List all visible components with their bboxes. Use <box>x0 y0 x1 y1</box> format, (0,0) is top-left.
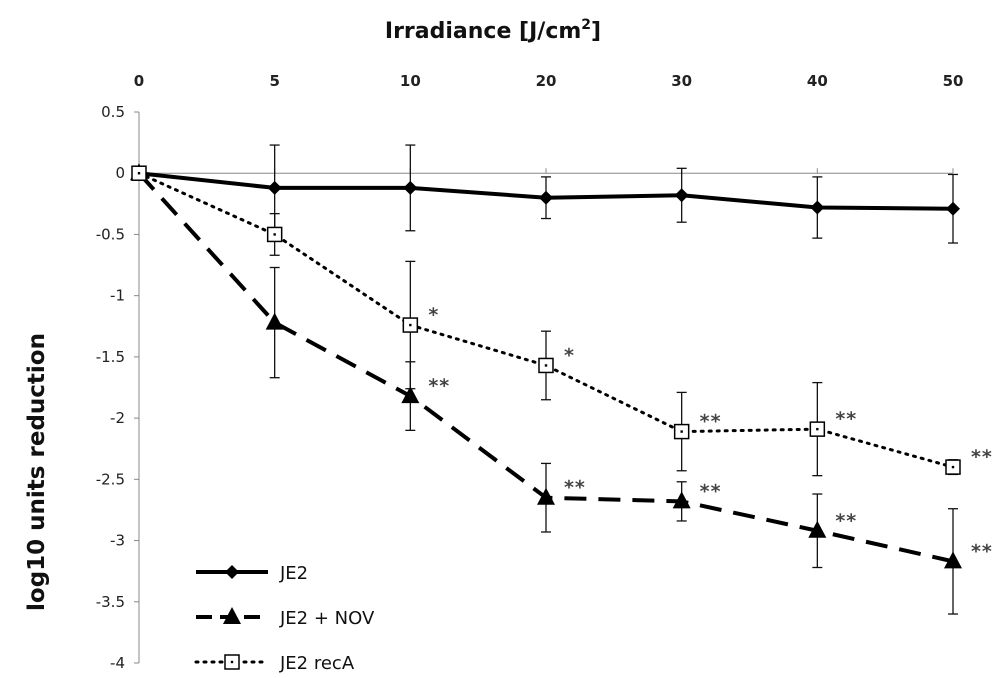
y-tick-label: -1.5 <box>96 348 125 366</box>
significance-label: ** <box>971 446 993 468</box>
y-tick-label: -2.5 <box>96 470 125 488</box>
data-point <box>267 180 282 195</box>
x-tick-label: 20 <box>536 72 557 90</box>
x-axis-title: Irradiance [J/cm2] <box>385 17 601 44</box>
series-2: **** **** <box>131 165 993 477</box>
y-tick-label: 0.5 <box>101 103 125 121</box>
y-tick-label: -3 <box>110 532 125 550</box>
legend-label: JE2 <box>279 563 308 584</box>
significance-label: * <box>564 344 575 366</box>
x-tick-label: 5 <box>269 72 279 90</box>
data-point <box>944 551 962 569</box>
legend-marker <box>225 565 239 579</box>
data-point <box>808 520 827 538</box>
data-point <box>401 386 420 404</box>
series-1: **** ****** <box>130 163 993 615</box>
significance-label: * <box>428 304 439 326</box>
data-point <box>539 190 553 205</box>
data-point-dot <box>273 233 276 236</box>
legend-marker-dot <box>230 660 234 664</box>
significance-label: ** <box>835 510 857 532</box>
data-point <box>674 188 689 203</box>
y-axis-title: log10 units reduction <box>24 333 50 611</box>
series-0 <box>132 144 960 244</box>
y-tick-label: -1 <box>110 287 125 305</box>
legend-label: JE2 recA <box>279 653 355 674</box>
data-point <box>403 180 418 195</box>
significance-label: ** <box>428 375 450 397</box>
data-point-dot <box>680 430 683 433</box>
data-point-dot <box>544 364 548 367</box>
legend: JE2 JE2 + NOV JE2 recA <box>194 563 375 674</box>
legend-label: JE2 + NOV <box>279 608 375 629</box>
y-tick-label: -0.5 <box>96 225 125 243</box>
data-point <box>810 200 825 215</box>
series-layer: **** ********** **** <box>130 144 993 615</box>
data-point-dot <box>137 172 141 175</box>
significance-label: ** <box>835 408 857 430</box>
x-tick-label: 40 <box>807 72 828 90</box>
x-tick-label: 0 <box>134 72 144 90</box>
axes: 0.5 0 -0.5 -1 -1.5 -2 -2.5 -3 -3.5 -4 0 5 10 20 30 40 50 <box>96 72 964 672</box>
data-point-dot <box>816 427 819 431</box>
significance-label: ** <box>564 477 586 499</box>
data-point-dot <box>409 323 412 327</box>
y-tick-label: -3.5 <box>96 593 125 611</box>
data-point <box>946 201 960 216</box>
data-point <box>537 487 555 505</box>
significance-label: ** <box>971 540 993 562</box>
y-tick-label: -4 <box>110 654 125 672</box>
x-tick-label: 10 <box>400 72 421 90</box>
data-point <box>672 491 691 509</box>
data-point <box>265 312 284 330</box>
data-point-dot <box>951 465 955 469</box>
significance-label: ** <box>700 480 722 502</box>
x-tick-label: 30 <box>671 72 692 90</box>
y-tick-label: 0 <box>115 164 125 182</box>
y-tick-label: -2 <box>110 409 125 427</box>
x-tick-label: 50 <box>943 72 964 90</box>
legend-marker <box>223 607 241 624</box>
significance-label: ** <box>700 411 722 433</box>
